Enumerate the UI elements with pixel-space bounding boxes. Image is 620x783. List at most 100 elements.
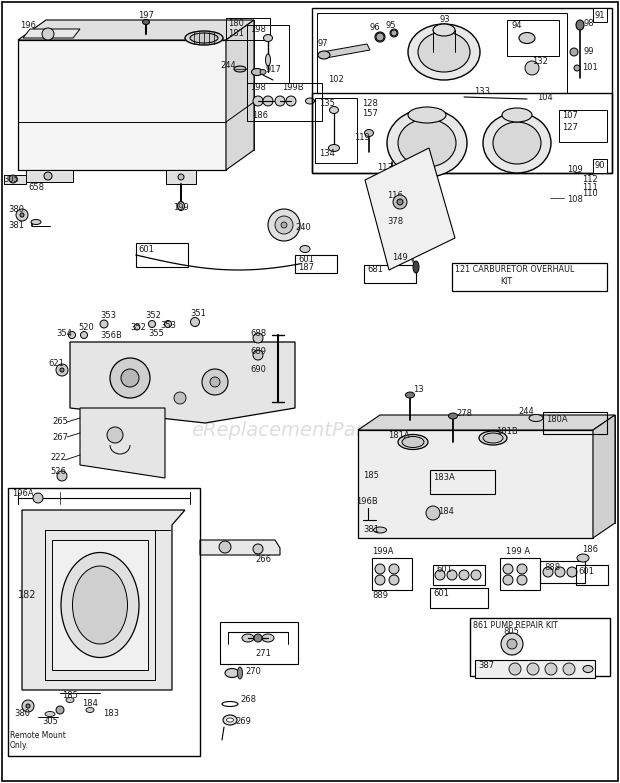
Text: 681: 681 [367,265,383,275]
Text: 183: 183 [103,709,119,717]
Bar [315,98,357,163]
Ellipse shape [149,320,156,327]
Text: 187: 187 [298,264,314,272]
Ellipse shape [31,219,41,225]
Text: eReplacementParts.com: eReplacementParts.com [191,420,429,439]
Bar [430,470,495,494]
Ellipse shape [577,554,589,562]
Ellipse shape [318,51,330,59]
Bar [576,565,608,585]
Text: 198: 198 [250,84,266,92]
Circle shape [60,368,64,372]
Circle shape [286,96,296,106]
Ellipse shape [226,718,234,722]
Polygon shape [380,415,615,523]
Circle shape [16,209,28,221]
Text: 351: 351 [190,309,206,317]
Text: 352: 352 [145,312,161,320]
Circle shape [447,570,457,580]
Text: 305: 305 [42,717,58,727]
Polygon shape [70,342,295,423]
Circle shape [501,633,523,655]
Text: 621: 621 [48,359,64,369]
Ellipse shape [483,433,503,443]
Polygon shape [46,20,254,150]
Text: 601: 601 [578,566,594,576]
Circle shape [507,639,517,649]
Text: 98: 98 [584,19,595,27]
Circle shape [376,33,384,41]
Text: 99: 99 [584,48,595,56]
Circle shape [435,570,445,580]
Bar [220,622,298,664]
Circle shape [253,350,263,360]
Text: 97: 97 [317,38,327,48]
Bar [8,488,200,756]
Text: 889: 889 [372,591,388,601]
Ellipse shape [329,145,340,151]
Bar [470,618,610,676]
Circle shape [110,358,150,398]
Circle shape [574,65,580,71]
Text: 305: 305 [3,175,19,183]
Ellipse shape [242,634,254,642]
Text: 104: 104 [537,92,553,102]
Text: 380: 380 [14,709,30,719]
Text: 186: 186 [582,544,598,554]
Text: 381: 381 [363,525,379,533]
Text: 180: 180 [228,19,244,27]
Polygon shape [18,20,254,40]
Text: 13: 13 [413,385,423,395]
Text: 378: 378 [387,218,403,226]
Polygon shape [22,510,185,690]
Ellipse shape [479,431,507,445]
Circle shape [263,96,273,106]
Circle shape [107,427,123,443]
Text: 387: 387 [478,661,494,669]
Ellipse shape [365,129,373,136]
Ellipse shape [483,113,551,173]
Text: 94: 94 [511,21,521,31]
Circle shape [178,174,184,180]
Circle shape [56,364,68,376]
Text: 690: 690 [250,366,266,374]
Bar [540,561,585,583]
Circle shape [22,700,34,712]
Ellipse shape [405,392,415,398]
Ellipse shape [262,634,274,642]
Text: 199A: 199A [372,547,394,555]
Text: 182: 182 [18,590,37,600]
Circle shape [281,222,287,228]
Ellipse shape [387,109,467,177]
Text: 601: 601 [433,590,449,598]
Ellipse shape [66,698,74,702]
Bar [312,93,612,173]
Ellipse shape [143,20,149,24]
Text: 110: 110 [582,189,598,199]
Text: 112: 112 [582,175,598,185]
Circle shape [33,493,43,503]
Ellipse shape [68,331,76,338]
Circle shape [20,213,24,217]
Text: 186: 186 [252,110,268,120]
Ellipse shape [576,20,584,30]
Text: 149: 149 [392,254,408,262]
Circle shape [397,199,403,205]
Text: 109: 109 [567,165,583,175]
Ellipse shape [223,715,237,725]
Text: 119: 119 [354,132,370,142]
Circle shape [426,506,440,520]
Text: 526: 526 [50,467,66,477]
Text: 128: 128 [362,99,378,107]
Ellipse shape [433,24,455,36]
Text: 196A: 196A [12,489,33,497]
Ellipse shape [45,712,55,716]
Circle shape [9,175,17,183]
Polygon shape [322,44,370,58]
Ellipse shape [300,246,310,252]
Circle shape [375,564,385,574]
Text: 185: 185 [363,471,379,481]
Text: 102: 102 [328,74,343,84]
Ellipse shape [408,24,480,80]
Circle shape [509,663,521,675]
